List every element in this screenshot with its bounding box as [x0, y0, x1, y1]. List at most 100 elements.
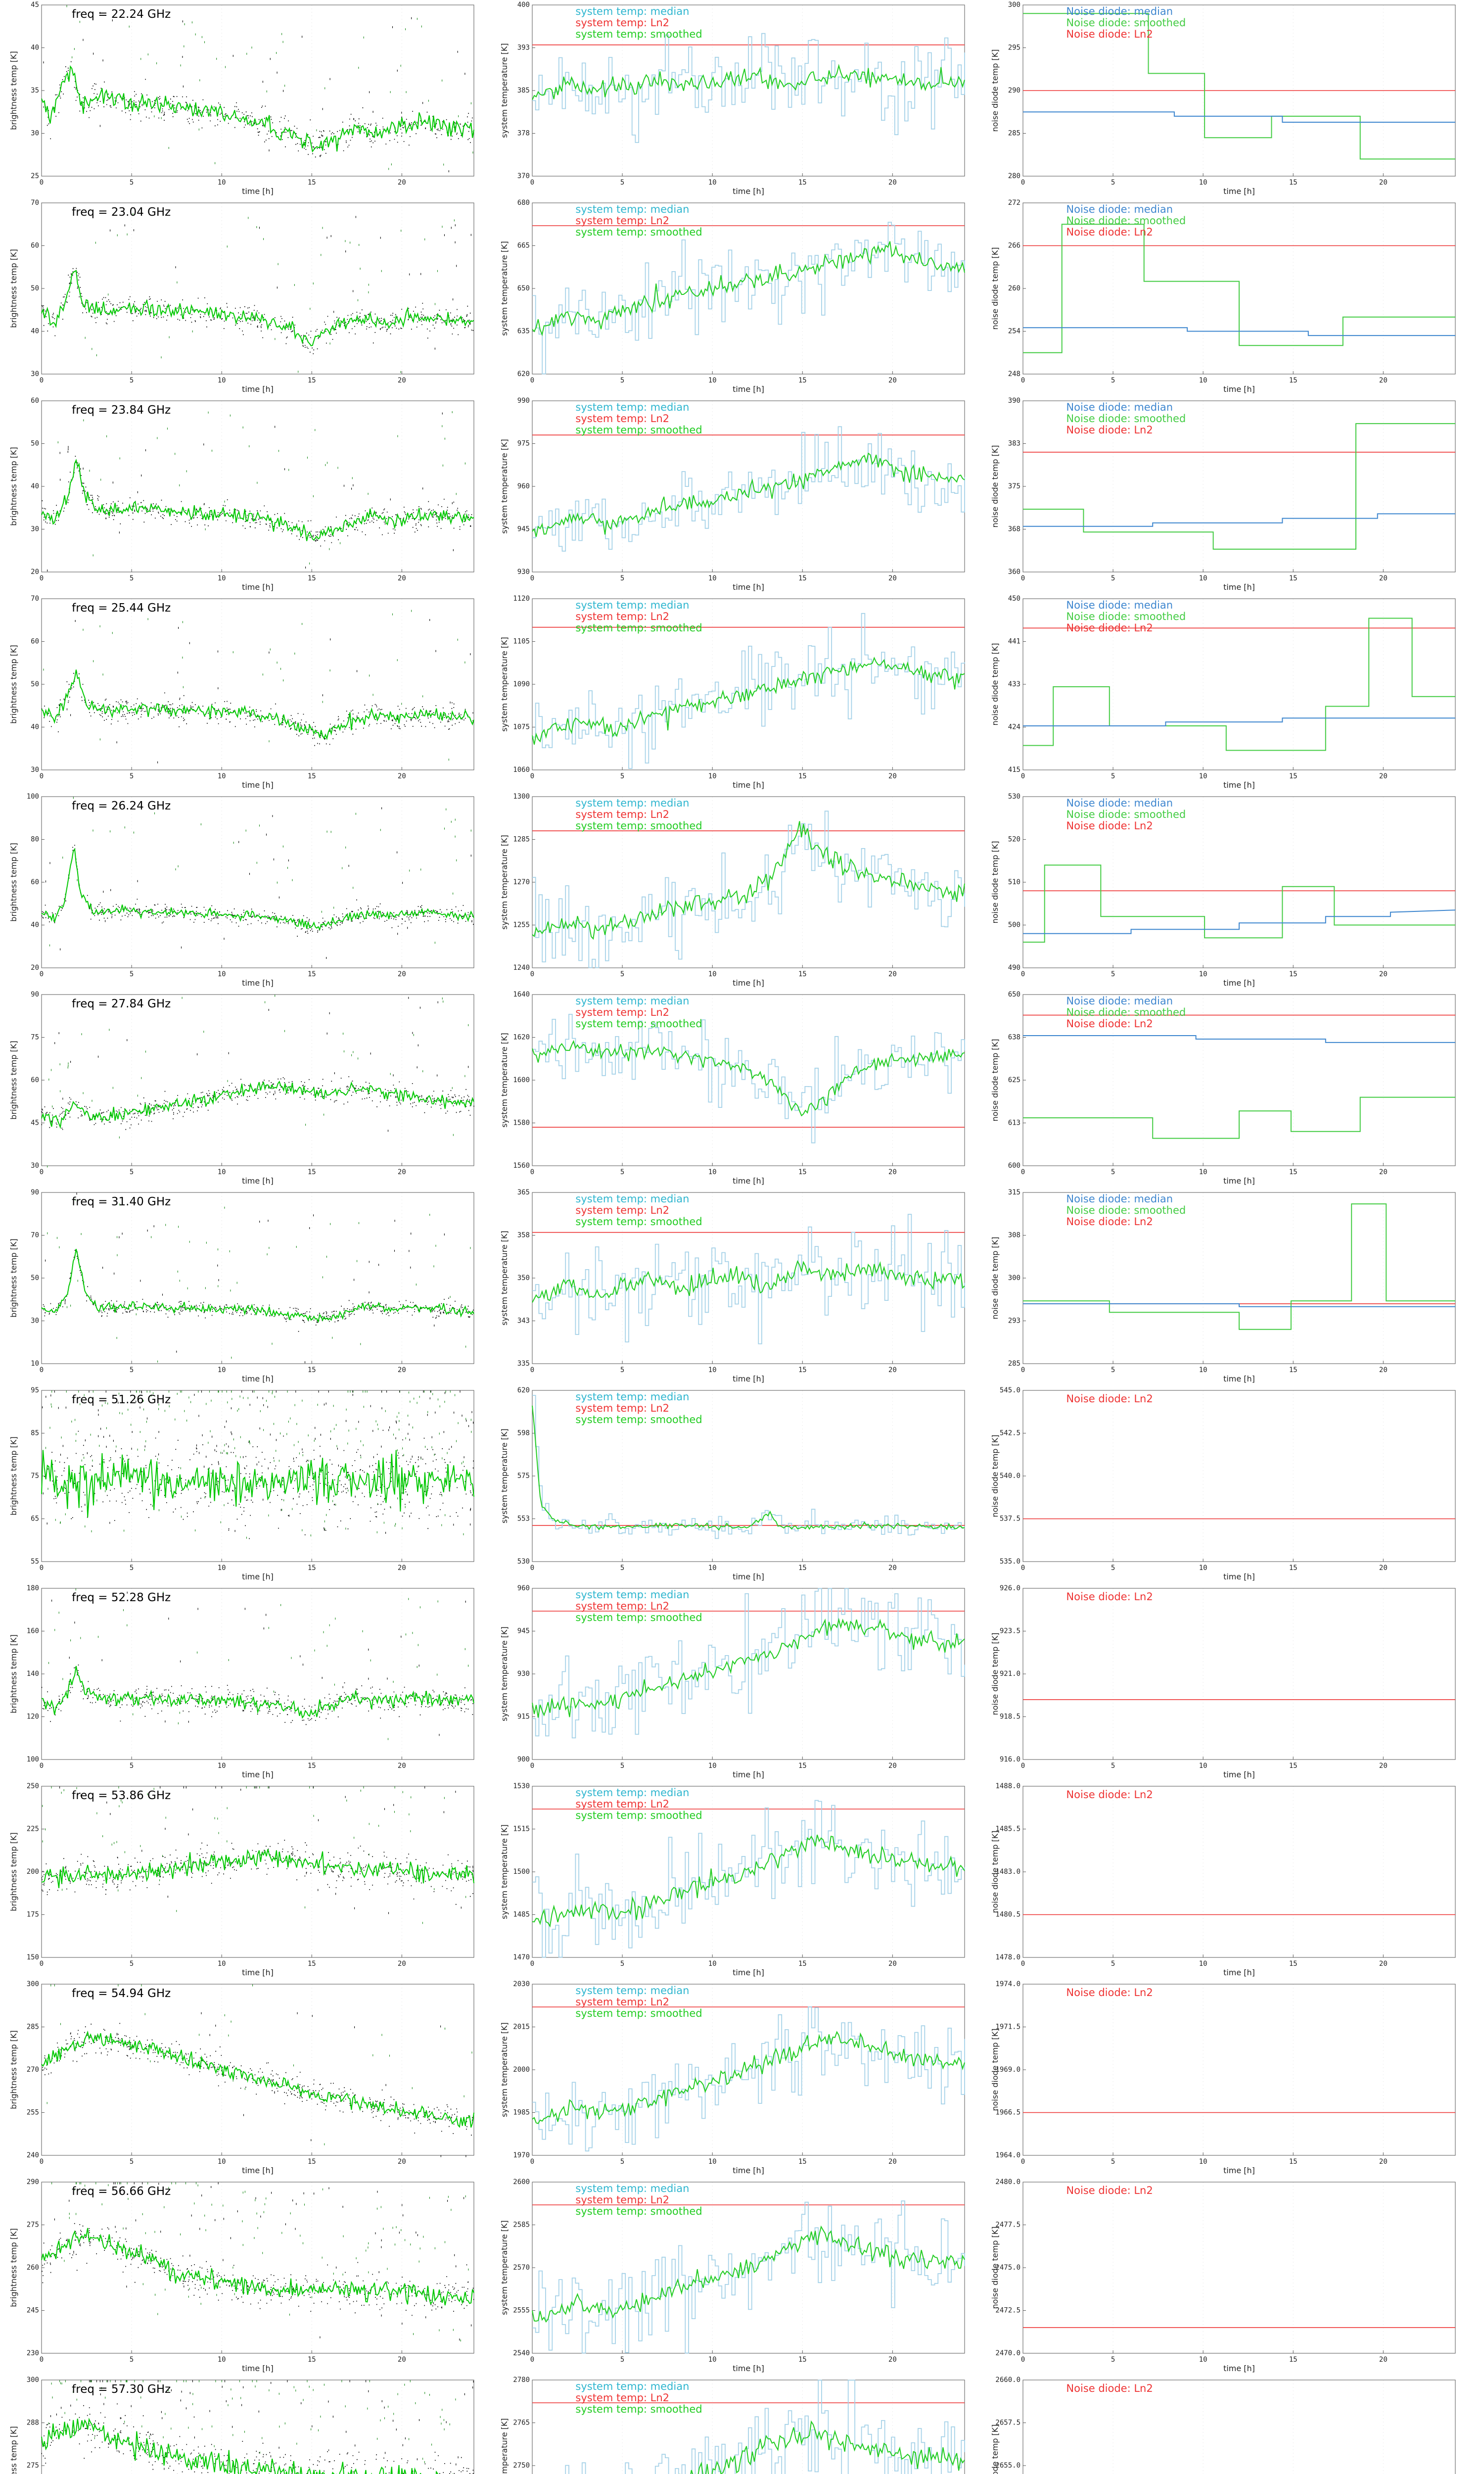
x-axis-label: time [h]	[1223, 1374, 1255, 1383]
y-tick-label: 40	[31, 723, 39, 731]
axes: 051015202650.02652.52655.02657.52660.0no…	[990, 2376, 1456, 2474]
x-tick-label: 0	[1021, 1960, 1025, 1968]
series-scatter	[41, 1076, 474, 1130]
series-median	[532, 426, 965, 552]
x-tick-label: 5	[620, 1762, 624, 1770]
series-median	[532, 222, 965, 375]
y-axis-label: system temperature [K]	[500, 2418, 509, 2474]
x-tick-label: 0	[530, 2158, 534, 2166]
y-tick-label: 2750	[513, 2462, 530, 2470]
y-tick-label: 288	[27, 2419, 39, 2427]
x-tick-label: 10	[218, 1168, 226, 1176]
x-tick-label: 0	[1021, 1168, 1025, 1176]
x-tick-label: 10	[708, 1168, 717, 1176]
brightness-time-plot: 05101520250263275288300brightness temp […	[9, 2376, 474, 2474]
legend-entry: Noise diode: median	[1066, 203, 1173, 215]
axes: 0 5 10 15 20 280 285 290 295 300 noise diode temp …	[990, 1, 1456, 196]
y-tick-label: 308	[1008, 1232, 1020, 1239]
x-tick-label: 0	[40, 2356, 44, 2364]
x-tick-label: 15	[308, 574, 316, 582]
plot-title: freq = 53.86 GHz	[72, 1789, 171, 1802]
series-median	[532, 1800, 965, 1958]
outlier-ticks-black	[45, 1192, 445, 1364]
x-tick-label: 20	[1379, 1960, 1388, 1968]
x-tick-label: 0	[1021, 574, 1025, 582]
system-temp-panel: 0 5 10 15 20 2540 2555 2570 2585 2600 system tempe…	[500, 2177, 990, 2375]
y-tick-label: 1620	[513, 1034, 530, 1042]
y-tick-label: 25	[31, 172, 39, 180]
system-temp-plot: 0 5 10 15 20 370 378 385 393 400 system temperatur…	[500, 1, 965, 196]
x-tick-label: 15	[308, 1762, 316, 1770]
y-tick-label: 350	[517, 1274, 530, 1282]
outlier-ticks-green	[46, 1984, 472, 2145]
y-tick-label: 625	[1008, 1076, 1020, 1084]
series-smoothed-green	[41, 270, 474, 346]
x-axis-label: time [h]	[1223, 780, 1255, 790]
plot-row: 0 5 10 15 20 20 40 60 80 100 brightness temp [K] ti…	[0, 792, 1484, 990]
x-axis-label: time [h]	[1223, 384, 1255, 394]
axes: 0 5 10 15 20 535.0 537.5 540.0 542.5 545.0 noise d…	[990, 1386, 1456, 1581]
x-tick-label: 20	[398, 377, 406, 384]
x-axis-label: time [h]	[242, 1374, 274, 1383]
noise-diode-plot: 0 5 10 15 20 535.0 537.5 540.0 542.5 545.0 noise d…	[990, 1386, 1456, 1581]
y-tick-label: 1966.5	[995, 2109, 1020, 2117]
y-tick-label: 85	[31, 1429, 39, 1437]
y-tick-label: 60	[31, 242, 39, 250]
plot-frame	[1022, 1390, 1456, 1562]
y-tick-label: 960	[517, 482, 530, 490]
y-tick-label: 2540	[513, 2349, 530, 2357]
noise-median-line	[1023, 111, 1455, 123]
x-tick-label: 10	[1199, 377, 1207, 384]
series-smoothed	[532, 657, 965, 745]
x-tick-label: 0	[530, 1168, 534, 1176]
y-tick-label: 598	[517, 1429, 530, 1437]
noise-diode-panel: 0 5 10 15 20 285 293 300 308 315 noise diode temp …	[990, 1188, 1481, 1385]
y-tick-label: 2585	[513, 2221, 530, 2229]
y-axis-label: system temperature [K]	[500, 1428, 509, 1523]
x-axis-label: time [h]	[733, 2364, 764, 2373]
y-tick-label: 375	[1008, 482, 1020, 490]
y-tick-label: 175	[27, 1911, 39, 1919]
legend-entry: system temp: smoothed	[575, 1414, 702, 1426]
x-tick-label: 20	[398, 1762, 406, 1770]
x-tick-label: 0	[530, 1366, 534, 1374]
y-tick-label: 2000	[513, 2066, 530, 2074]
x-tick-label: 0	[1021, 1762, 1025, 1770]
y-tick-label: 30	[31, 525, 39, 533]
y-tick-label: 960	[517, 1584, 530, 1592]
x-tick-label: 15	[798, 2158, 807, 2166]
y-tick-label: 60	[31, 878, 39, 886]
legend-entry: system temp: smoothed	[575, 622, 702, 634]
y-axis-label: noise diode temp [K]	[990, 1039, 1000, 1121]
y-tick-label: 400	[517, 1, 530, 9]
y-tick-label: 575	[517, 1472, 530, 1480]
y-tick-label: 915	[517, 1713, 530, 1721]
y-tick-label: 2015	[513, 2023, 530, 2031]
y-tick-label: 70	[31, 1232, 39, 1239]
legend-entry: Noise diode: smoothed	[1066, 1006, 1186, 1018]
x-tick-label: 15	[1289, 1564, 1298, 1572]
y-axis-label: brightness temp [K]	[9, 1634, 18, 1713]
y-tick-label: 335	[517, 1360, 530, 1368]
y-tick-label: 250	[27, 1782, 39, 1790]
plot-title: freq = 26.24 GHz	[72, 800, 171, 812]
axes: 0 5 10 15 20 285 293 300 308 315 noise diode temp …	[990, 1189, 1456, 1383]
y-tick-label: 60	[31, 1076, 39, 1084]
x-tick-label: 20	[398, 1960, 406, 1968]
series-smoothed	[532, 821, 965, 940]
y-axis-label: noise diode temp [K]	[990, 1237, 1000, 1319]
x-tick-label: 0	[40, 1168, 44, 1176]
x-tick-label: 20	[888, 772, 897, 780]
legend-entry: system temp: Ln2	[575, 1996, 669, 2008]
y-tick-label: 1090	[513, 680, 530, 688]
x-tick-label: 0	[40, 574, 44, 582]
noise-diode-panel: 0 5 10 15 20 535.0 537.5 540.0 542.5 545.0 noise d…	[990, 1385, 1481, 1583]
x-axis-label: time [h]	[242, 1176, 274, 1186]
x-tick-label: 5	[1111, 1960, 1115, 1968]
y-tick-label: 90	[31, 991, 39, 999]
legend-entry: system temp: Ln2	[575, 611, 669, 622]
legend-entry: Noise diode: median	[1066, 599, 1173, 611]
y-tick-label: 20	[31, 568, 39, 576]
y-tick-label: 665	[517, 242, 530, 250]
y-tick-label: 530	[517, 1558, 530, 1566]
